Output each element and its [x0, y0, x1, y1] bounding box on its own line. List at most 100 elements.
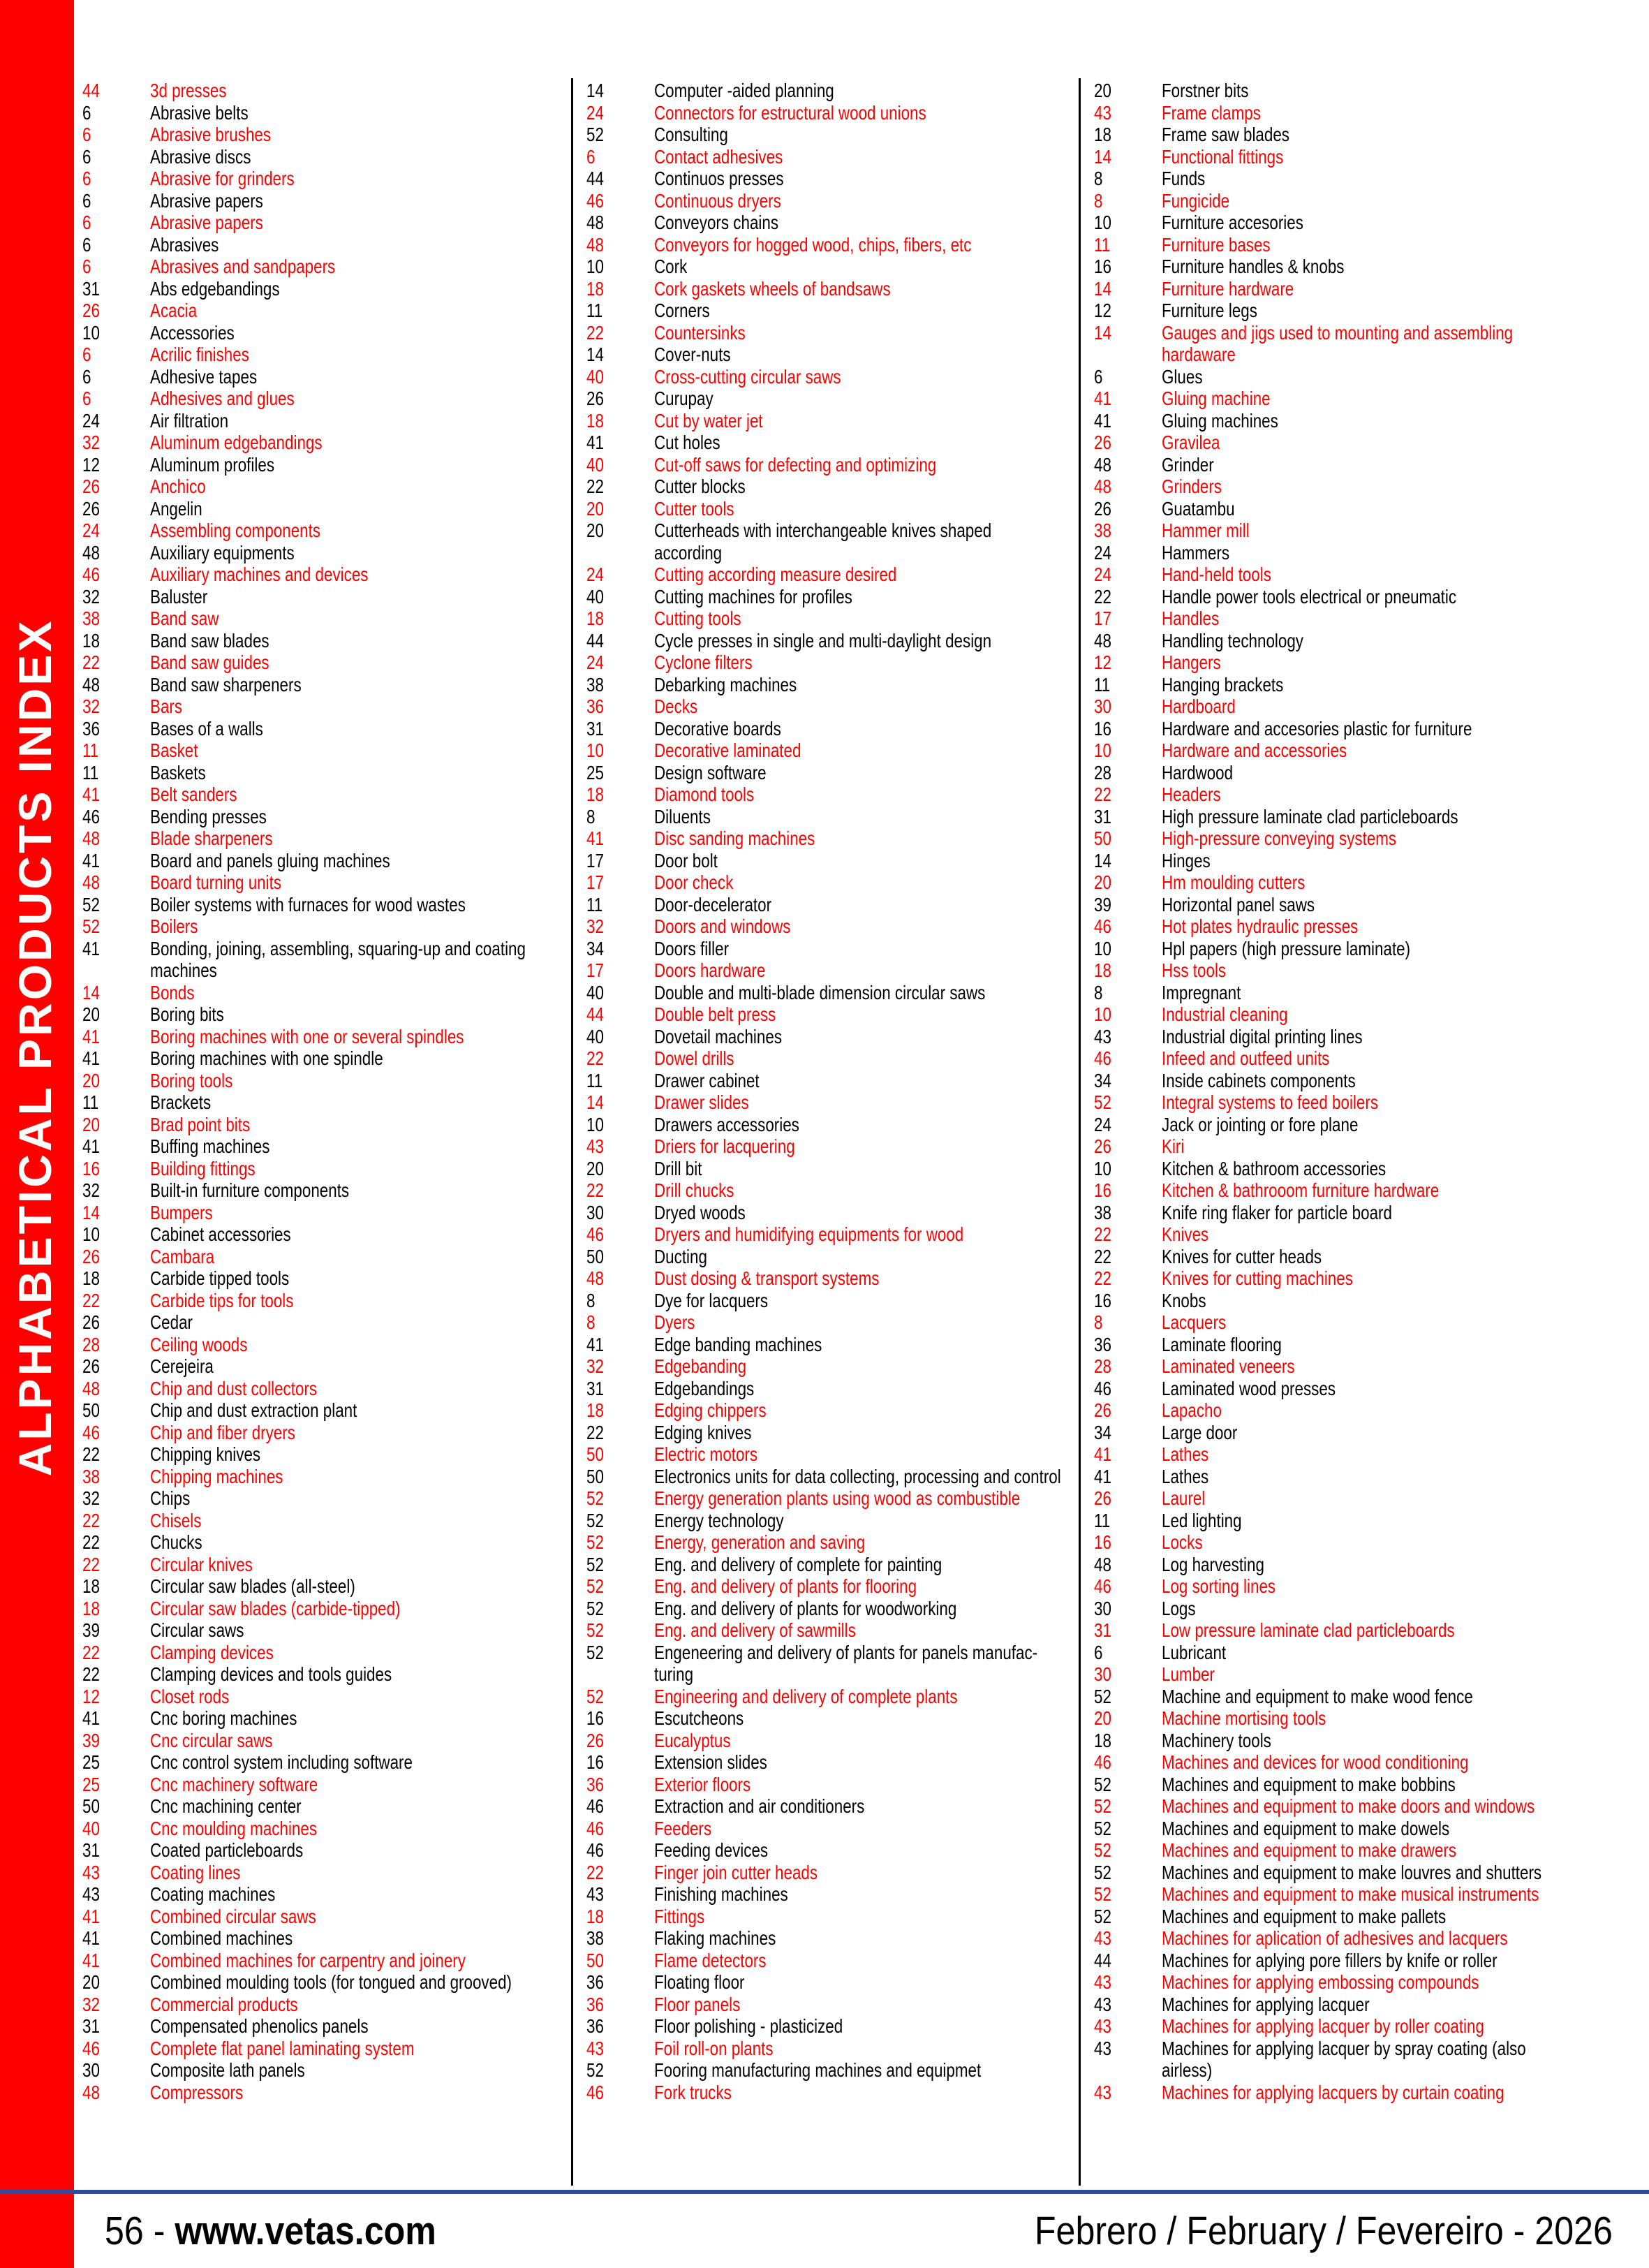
page-number: 50	[586, 1465, 604, 1487]
index-row: 50 Cnc machining center	[82, 1795, 568, 1818]
index-row: 32 Aluminum edgebandings	[82, 432, 568, 454]
page-number: 22	[82, 1289, 100, 1311]
page-number: 34	[1094, 1069, 1111, 1091]
page-number: 16	[1094, 256, 1111, 277]
entry-title: Machines for applying lacquer	[1162, 1993, 1370, 2015]
page-number: 10	[586, 1113, 604, 1135]
entry-title: Debarking machines	[654, 673, 797, 695]
entry-title: Flame detectors	[654, 1949, 767, 1971]
index-row: 48 Conveyors chains	[586, 212, 1075, 234]
page-number: 39	[82, 1729, 100, 1751]
entry-title: Cnc moulding machines	[150, 1817, 318, 1839]
index-column: 20 Forstner bits 43 Frame clamps 18 Frame saw…	[1094, 80, 1639, 2103]
index-row: 50 Flame detectors	[586, 1950, 1075, 1972]
page-number: 48	[82, 871, 100, 893]
entry-title: Gauges and jigs used to mounting and ass…	[1162, 321, 1514, 366]
entry-title: Doors filler	[654, 937, 730, 959]
page-number: 20	[82, 1113, 100, 1135]
page-number: 46	[1094, 1575, 1111, 1597]
entry-title: Ducting	[654, 1245, 707, 1267]
page-number: 48	[586, 1267, 604, 1289]
page-number: 6	[82, 189, 91, 212]
index-row: 52 Engeneering and delivery of plants for…	[586, 1642, 1075, 1686]
index-row: 46 Feeding devices	[586, 1839, 1075, 1862]
index-row: 48 Grinder	[1094, 454, 1639, 476]
entry-title: Edgebandings	[654, 1377, 755, 1399]
entry-title: Cut by water jet	[654, 409, 763, 432]
page-number: 24	[82, 409, 100, 432]
index-row: 52 Machines and equipment to make doors a…	[1094, 1795, 1639, 1818]
entry-title: Belt sanders	[150, 783, 237, 805]
page-number: 10	[586, 739, 604, 761]
index-row: 10 Cabinet accessories	[82, 1223, 568, 1246]
page-number: 44	[586, 1003, 604, 1025]
page-number: 8	[586, 1289, 596, 1311]
index-row: 36 Bases of a walls	[82, 718, 568, 740]
entry-title: Continuous dryers	[654, 189, 781, 212]
index-row: 50 High-pressure conveying systems	[1094, 827, 1639, 850]
page-number: 18	[82, 629, 100, 651]
index-row: 22 Band saw guides	[82, 651, 568, 674]
page-number: 41	[82, 1047, 100, 1069]
entry-title: Glues	[1162, 365, 1203, 388]
page-number: 20	[82, 1003, 100, 1025]
entry-title: Door check	[654, 871, 734, 893]
page-number: 32	[82, 1487, 100, 1509]
entry-title: Band saw blades	[150, 629, 269, 651]
page-number: 41	[1094, 1465, 1111, 1487]
page-number: 22	[82, 1443, 100, 1465]
index-row: 16 Extension slides	[586, 1751, 1075, 1774]
entry-title: Decorative boards	[654, 717, 781, 739]
entry-title: Finger join cutter heads	[654, 1861, 818, 1883]
page-number: 52	[586, 1641, 604, 1663]
index-row: 22 Cutter blocks	[586, 476, 1075, 498]
index-row: 41 Bonding, joining, assembling, squaring…	[82, 938, 568, 982]
entry-title: Hanging brackets	[1162, 673, 1284, 695]
entry-title: Board turning units	[150, 871, 282, 893]
entry-title: Machines for applying lacquers by curtai…	[1162, 2081, 1504, 2103]
page-number: 44	[82, 80, 100, 101]
index-row: 52 Energy technology	[586, 1510, 1075, 1532]
entry-title: Drill chucks	[654, 1179, 734, 1201]
index-row: 52 Energy generation plants using wood as…	[586, 1487, 1075, 1510]
page-number: 52	[1094, 1817, 1111, 1839]
index-row: 18 Circular saw blades (all-steel)	[82, 1575, 568, 1598]
index-row: 10 Kitchen & bathroom accessories	[1094, 1158, 1639, 1180]
index-row: 6 Lubricant	[1094, 1642, 1639, 1664]
page-number: 44	[586, 168, 604, 189]
index-row: 14 Gauges and jigs used to mounting and a…	[1094, 322, 1639, 366]
index-row: 11 Drawer cabinet	[586, 1070, 1075, 1092]
index-row: 41 Belt sanders	[82, 783, 568, 806]
page-number: 14	[82, 1201, 100, 1223]
index-row: 41 Buffing machines	[82, 1135, 568, 1158]
entry-title: Machines and devices for wood conditioni…	[1162, 1751, 1469, 1773]
index-row: 36 Laminate flooring	[1094, 1334, 1639, 1356]
entry-title: Eng. and delivery of plants for flooring	[654, 1575, 917, 1597]
page-number: 24	[586, 101, 604, 124]
entry-title: Abs edgebandings	[150, 277, 280, 300]
entry-title: Cutterheads with interchangeable knives …	[654, 520, 992, 564]
entry-title: Impregnant	[1162, 981, 1241, 1003]
page-number: 6	[82, 124, 91, 145]
page-number: 14	[1094, 145, 1111, 168]
index-row: 20 Combined moulding tools (for tongued a…	[82, 1971, 568, 1994]
page-number: 46	[586, 1817, 604, 1839]
index-row: 32 Edgebanding	[586, 1355, 1075, 1378]
entry-title: Conveyors for hogged wood, chips, fibers…	[654, 233, 972, 256]
page-number: 22	[586, 321, 604, 344]
index-row: 46 Fork trucks	[586, 2082, 1075, 2104]
index-row: 52 Boiler systems with furnaces for wood …	[82, 894, 568, 916]
index-column: 14 Computer -aided planning 24 Connectors f…	[586, 80, 1075, 2103]
index-row: 28 Ceiling woods	[82, 1334, 568, 1356]
index-row: 32 Bars	[82, 695, 568, 718]
page-number: 20	[586, 1157, 604, 1179]
index-row: 22 Headers	[1094, 783, 1639, 806]
page-number: 6	[82, 344, 91, 365]
index-row: 30 Logs	[1094, 1598, 1639, 1620]
entry-title: Integral systems to feed boilers	[1162, 1091, 1379, 1113]
entry-title: Door bolt	[654, 849, 718, 871]
entry-title: Dust dosing & transport systems	[654, 1267, 880, 1289]
entry-title: Functional fittings	[1162, 145, 1284, 168]
entry-title: Cerejeira	[150, 1355, 214, 1377]
index-row: 48 Compressors	[82, 2082, 568, 2104]
